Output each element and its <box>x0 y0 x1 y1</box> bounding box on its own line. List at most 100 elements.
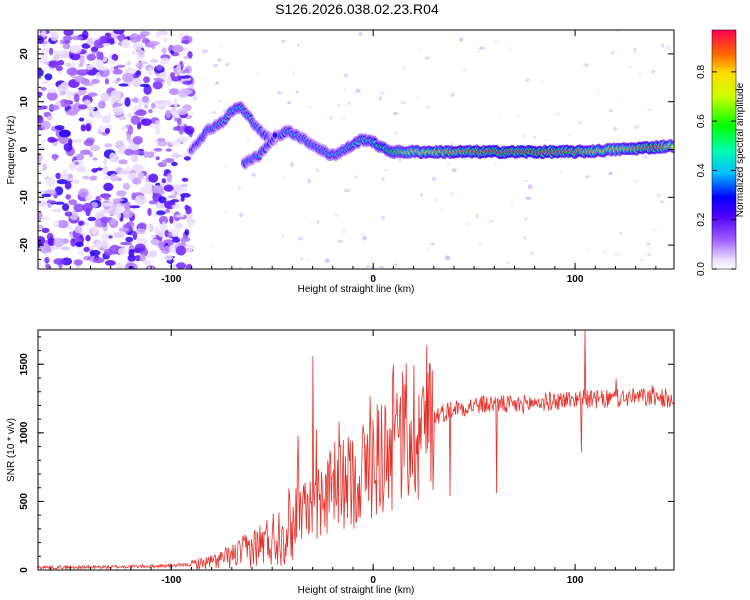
heatmap-noise-cell <box>167 195 177 199</box>
heatmap-noise-cell <box>147 207 152 216</box>
heatmap-noise-cell <box>121 39 131 49</box>
y-tick-label: 10 <box>19 96 30 108</box>
y-tick-label: 20 <box>19 48 30 60</box>
heatmap-noise-cell <box>168 264 178 268</box>
heatmap-noise-cell <box>58 129 71 138</box>
heatmap-background-cell <box>213 63 219 68</box>
heatmap-noise-cell <box>82 82 95 86</box>
heatmap-noise-cell <box>91 224 98 235</box>
heatmap-noise-cell <box>131 97 140 103</box>
heatmap-noise-cell <box>153 147 163 152</box>
heatmap-background-cell <box>521 132 527 138</box>
heatmap-background-cell <box>215 81 220 85</box>
heatmap-background-cell <box>340 117 346 120</box>
heatmap-noise-cell <box>65 194 71 200</box>
heatmap-noise-cell <box>87 92 98 97</box>
heatmap-noise-cell <box>148 173 159 183</box>
heatmap-noise-cell <box>129 205 141 209</box>
colorbar-label: Normalized spectral amplitude <box>735 82 746 217</box>
heatmap-noise-cell <box>169 140 180 146</box>
heatmap-background-cell <box>315 168 321 173</box>
heatmap-background-cell <box>255 72 259 76</box>
y-tick-label: -20 <box>19 237 30 252</box>
heatmap-background-cell <box>596 91 600 94</box>
heatmap-noise-cell <box>112 103 123 107</box>
heatmap-noise-cell <box>126 61 131 66</box>
heatmap-background-cell <box>420 193 423 197</box>
heatmap-noise-cell <box>103 157 108 166</box>
heatmap-noise-cell <box>131 50 137 55</box>
heatmap-background-cell <box>308 105 313 108</box>
heatmap-background-cell <box>281 176 286 181</box>
heatmap-noise-cell <box>121 125 126 131</box>
heatmap-background-cell <box>344 188 350 193</box>
heatmap-background-cell <box>424 56 431 61</box>
heatmap-noise-cell <box>117 177 122 182</box>
heatmap-background-cell <box>451 168 457 173</box>
heatmap-background-cell <box>610 50 615 55</box>
heatmap-noise-cell <box>161 159 168 165</box>
heatmap-noise-cell <box>171 154 183 158</box>
heatmap-noise-cell <box>109 66 115 72</box>
heatmap-noise-cell <box>73 93 80 103</box>
heatmap-noise-cell <box>68 199 78 206</box>
heatmap-noise-cell <box>57 59 65 66</box>
heatmap-noise-cell <box>148 250 158 258</box>
heatmap-noise-cell <box>42 163 47 171</box>
heatmap-background-cell <box>310 221 314 226</box>
heatmap-noise-cell <box>97 100 106 109</box>
heatmap-noise-cell <box>174 214 185 218</box>
heatmap-noise-cell <box>155 156 160 161</box>
x-tick-label: 100 <box>567 575 584 586</box>
heatmap-background-cell <box>329 116 333 120</box>
heatmap-noise-cell <box>180 193 191 198</box>
heatmap-noise-cell <box>118 83 129 87</box>
heatmap-noise-cell <box>115 140 121 147</box>
heatmap-noise-cell <box>169 88 180 96</box>
heatmap-noise-cell <box>113 231 125 239</box>
heatmap-noise-cell <box>40 120 51 130</box>
heatmap-noise-cell <box>89 175 98 181</box>
heatmap-noise-cell <box>47 60 60 68</box>
heatmap-noise-cell <box>106 37 115 42</box>
x-tick-label: 0 <box>370 274 376 285</box>
heatmap-background-cell <box>488 220 495 223</box>
heatmap-noise-cell <box>176 63 182 74</box>
heatmap-background-cell <box>237 186 241 191</box>
heatmap-background-cell <box>601 249 608 254</box>
heatmap-noise-cell <box>85 234 91 242</box>
heatmap-noise-cell <box>151 102 156 109</box>
heatmap-noise-cell <box>44 73 53 81</box>
heatmap-noise-cell <box>102 43 112 47</box>
heatmap-background-cell <box>334 213 338 217</box>
heatmap-background-cell <box>586 248 592 251</box>
heatmap-noise-cell <box>75 241 84 248</box>
heatmap-background-cell <box>343 73 348 78</box>
heatmap-noise-cell <box>148 223 154 233</box>
heatmap-background-cell <box>201 49 208 54</box>
heatmap-noise-cell <box>155 79 165 83</box>
heatmap-noise-cell <box>100 216 110 224</box>
heatmap-noise-cell <box>183 156 191 161</box>
heatmap-noise-cell <box>163 184 174 192</box>
heatmap-background-cell <box>659 200 665 204</box>
heatmap-background-cell <box>540 79 544 84</box>
heatmap-noise-cell <box>69 52 81 61</box>
heatmap-noise-cell <box>38 106 44 111</box>
x-tick-label: -100 <box>161 575 181 586</box>
heatmap-noise-cell <box>96 51 102 60</box>
heatmap-noise-cell <box>38 225 44 229</box>
heatmap-noise-cell <box>127 125 134 135</box>
heatmap-noise-cell <box>94 241 102 249</box>
heatmap-noise-cell <box>87 216 97 222</box>
heatmap-noise-cell <box>71 35 84 41</box>
heatmap-background-cell <box>394 263 398 267</box>
heatmap-noise-cell <box>47 237 56 247</box>
heatmap-noise-cell <box>89 144 101 152</box>
heatmap-noise-cell <box>40 86 47 91</box>
heatmap-noise-cell <box>161 178 167 184</box>
heatmap-noise-cell <box>62 169 67 177</box>
heatmap-noise-cell <box>150 59 159 63</box>
heatmap-noise-cell <box>119 115 126 121</box>
